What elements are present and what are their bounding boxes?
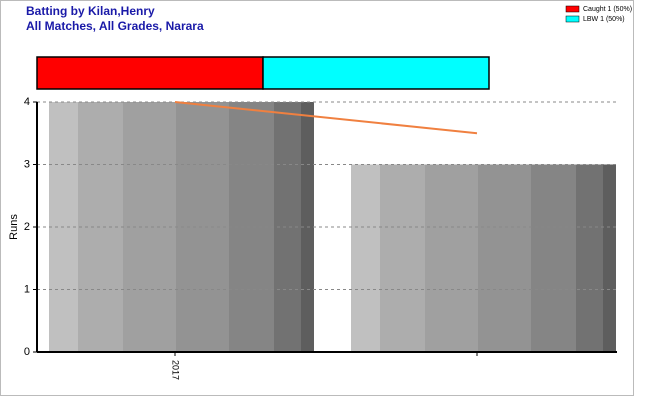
legend-label: Caught 1 (50%) xyxy=(583,6,632,13)
legend-label: LBW 1 (50%) xyxy=(583,16,625,23)
x-tick-label: 2017 xyxy=(171,360,181,380)
y-tick-label: 0 xyxy=(24,346,30,358)
chart-subtitle: All Matches, All Grades, Narara xyxy=(26,19,204,33)
y-tick-label: 3 xyxy=(24,158,30,170)
trend-line xyxy=(174,101,478,135)
bar xyxy=(351,164,616,352)
frame xyxy=(0,0,634,396)
y-tick-label: 2 xyxy=(24,221,30,233)
y-axis-label: Runs xyxy=(8,214,20,240)
dismissal-segment xyxy=(262,56,490,90)
y-tick-label: 1 xyxy=(24,283,30,295)
dismissal-segment xyxy=(36,56,264,90)
legend-swatch xyxy=(565,15,580,23)
y-tick-label: 4 xyxy=(24,96,30,108)
chart-title: Batting by Kilan,Henry xyxy=(26,4,155,18)
legend-swatch xyxy=(565,5,580,13)
